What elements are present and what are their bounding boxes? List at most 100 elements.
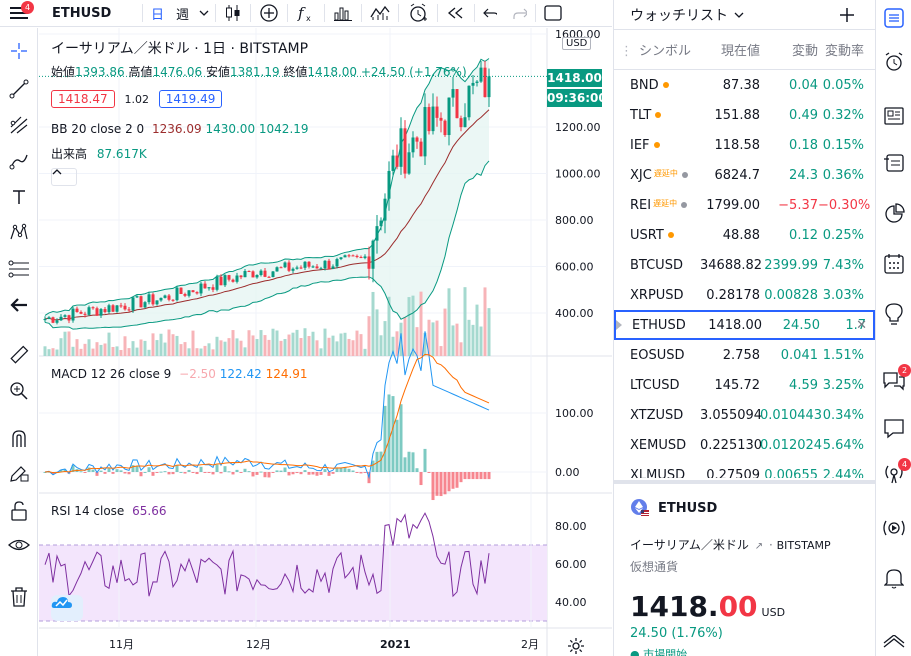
close-icon[interactable]: ✕ (856, 317, 867, 333)
main-menu-button[interactable]: 4 (0, 0, 38, 27)
volume-bar (283, 339, 287, 356)
watchlist-row[interactable]: BTCUSD 34688.82 2399.99 7.43% (614, 250, 875, 280)
hide-drawings-tool[interactable] (0, 530, 38, 560)
watchlist-row[interactable]: XRPUSD 0.28178 0.00828 3.03% (614, 280, 875, 310)
column-change[interactable]: 変動 (791, 44, 818, 59)
calendar-clock-tab[interactable] (876, 196, 911, 232)
ideas-tab[interactable] (876, 296, 911, 332)
watchlist-row[interactable]: XTZUSD 3.055094 0.010443 0.34% (614, 400, 875, 430)
watchlist-row[interactable]: XLMUSD 0.27509 0.00655 2.44% (614, 460, 875, 479)
trend-line-tool[interactable] (0, 74, 38, 104)
candle-body (403, 128, 407, 174)
measure-tool[interactable] (0, 340, 38, 370)
volume-bar (347, 338, 351, 356)
templates-button[interactable] (325, 0, 361, 27)
text-tool[interactable] (0, 182, 38, 212)
macd-signal-value: 124.91 (265, 367, 308, 381)
watchlist-title[interactable]: ウォッチリスト (630, 7, 728, 24)
notifications-tab[interactable] (876, 560, 911, 596)
collapse-panel-button[interactable] (876, 624, 911, 656)
column-last[interactable]: 現在値 (720, 44, 760, 59)
macd-histogram-bar (127, 472, 131, 475)
candle-body (83, 313, 87, 315)
remove-drawings-tool[interactable] (0, 582, 38, 612)
candle-body (187, 290, 191, 296)
zoom-tool[interactable] (0, 376, 38, 406)
volume-bar (43, 346, 47, 356)
brush-tool[interactable] (0, 146, 38, 176)
strategies-button[interactable] (362, 0, 398, 27)
crosshair-tool[interactable] (0, 36, 38, 66)
tradingview-logo[interactable] (51, 595, 83, 621)
watchlist-rows: BND 87.38 0.04 0.05% TLT 151.88 0.49 0.32% IEF 11… (614, 70, 875, 478)
volume-bar (335, 341, 339, 356)
prediction-tool[interactable] (0, 254, 38, 284)
lock-drawing-tool[interactable] (0, 458, 38, 488)
interval-day-button[interactable]: 日 (151, 7, 165, 23)
column-symbol[interactable]: ⋮ シンボル (620, 44, 692, 59)
interval-dropdown-button[interactable] (193, 0, 215, 27)
alert-button[interactable] (399, 0, 437, 27)
unlock-icon (11, 501, 27, 521)
redo-button[interactable] (505, 0, 535, 27)
chevron-down-icon[interactable] (734, 12, 744, 18)
delayed-badge: 遅延中 (653, 168, 678, 178)
live-tab[interactable] (876, 510, 911, 546)
watchlist-row[interactable]: REI 遅延中 1799.00 −5.37 −0.30% (614, 190, 875, 220)
messages-tab[interactable] (876, 410, 911, 446)
layout-button[interactable] (536, 0, 570, 27)
row-symbol: TLT (614, 108, 700, 123)
chart-canvas[interactable]: 1600.001200.001000.00800.00600.00400.001… (39, 28, 612, 656)
compare-button[interactable] (251, 0, 287, 27)
undo-button[interactable] (475, 0, 505, 27)
fib-tool[interactable] (0, 110, 38, 140)
candle-body (143, 302, 147, 308)
hotlist-tab[interactable] (876, 145, 911, 181)
watchlist-row[interactable]: XJC 遅延中 6824.7 24.3 0.36% (614, 160, 875, 190)
buy-button[interactable]: 1419.49 (158, 90, 223, 108)
streams-tab[interactable]: 4 (876, 456, 911, 492)
chart-area[interactable]: 1600.00 1200.00 1000.00 800.00 600.00 400.00 1… (39, 28, 612, 656)
row-symbol: XLMUSD (630, 467, 686, 479)
symbol-search-button[interactable]: ETHUSD (52, 5, 112, 21)
alerts-tab[interactable] (876, 44, 911, 80)
ruler-icon (10, 345, 29, 364)
volume-bar (251, 335, 255, 356)
data-window-tab[interactable] (876, 98, 911, 134)
watchlist-row[interactable]: BND 87.38 0.04 0.05% (614, 70, 875, 100)
candle-body (479, 67, 483, 82)
column-change-pct[interactable]: 変動率 (824, 44, 864, 59)
collapse-legend-button[interactable] (51, 168, 77, 186)
row-change-pct: 5.64% (822, 437, 864, 453)
macd-histogram-bar (91, 469, 95, 472)
pattern-tool[interactable] (0, 218, 38, 248)
chats-tab[interactable]: 2 (876, 362, 911, 398)
chart-settings-button[interactable] (567, 637, 587, 656)
sell-button[interactable]: 1418.47 (51, 90, 115, 108)
lock-all-tool[interactable] (0, 496, 38, 526)
add-symbol-icon[interactable] (839, 7, 855, 23)
magnet-tool[interactable] (0, 424, 38, 454)
watchlist-row[interactable]: TLT 151.88 0.49 0.32% (614, 100, 875, 130)
calendar-tab[interactable] (876, 246, 911, 282)
watchlist-tab[interactable] (876, 0, 911, 36)
watchlist-row[interactable]: LTCUSD 145.72 4.59 3.25% (614, 370, 875, 400)
watchlist-row[interactable]: ETHUSD 1418.00 24.50 1.7 ✕ (614, 310, 875, 340)
interval-week-button[interactable]: 週 (176, 7, 190, 23)
currency-button[interactable]: USD (562, 37, 592, 50)
flag-marker-icon[interactable] (616, 320, 622, 330)
volume-bar (263, 335, 267, 356)
watchlist-row[interactable]: IEF 118.58 0.18 0.15% (614, 130, 875, 160)
trend-line-icon (9, 79, 29, 99)
watchlist-row[interactable]: USRT 48.88 0.12 0.25% (614, 220, 875, 250)
back-tool[interactable] (0, 290, 38, 320)
watchlist-row[interactable]: EOSUSD 2.758 0.041 1.51% (614, 340, 875, 370)
external-link-icon[interactable]: ↗ (754, 541, 764, 552)
chart-type-button[interactable] (216, 0, 250, 27)
replay-button[interactable] (438, 0, 474, 27)
volume-bar (403, 316, 407, 356)
row-last: 145.72 (714, 377, 761, 393)
volume-bar (439, 346, 443, 356)
watchlist-row[interactable]: XEMUSD 0.225130 0.012024 5.64% (614, 430, 875, 460)
